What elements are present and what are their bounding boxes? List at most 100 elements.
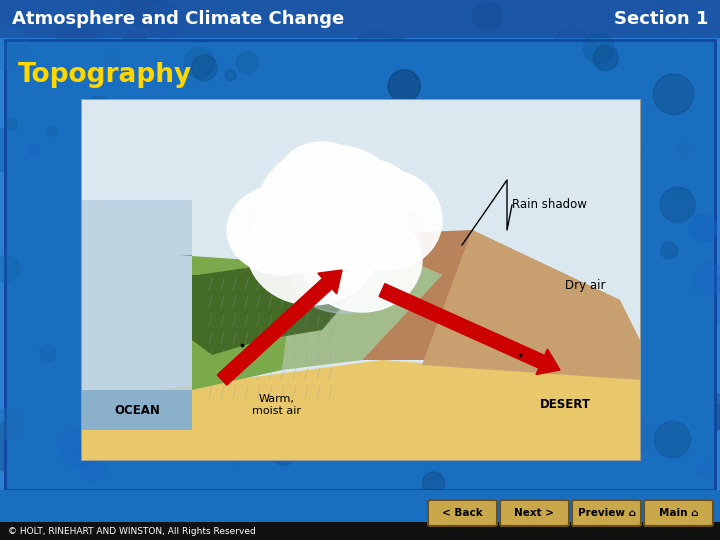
Circle shape bbox=[281, 271, 297, 287]
Circle shape bbox=[194, 364, 234, 404]
Circle shape bbox=[121, 0, 167, 28]
Circle shape bbox=[81, 97, 114, 130]
Ellipse shape bbox=[332, 160, 412, 230]
Circle shape bbox=[600, 376, 647, 423]
Circle shape bbox=[116, 513, 148, 540]
Circle shape bbox=[688, 276, 720, 325]
Bar bbox=[0, 0, 720, 38]
Circle shape bbox=[336, 516, 369, 540]
Circle shape bbox=[9, 456, 52, 499]
Circle shape bbox=[361, 253, 411, 302]
Circle shape bbox=[54, 218, 68, 232]
Circle shape bbox=[118, 145, 165, 191]
Circle shape bbox=[554, 298, 600, 344]
Circle shape bbox=[215, 426, 246, 456]
Circle shape bbox=[661, 242, 678, 259]
Circle shape bbox=[192, 171, 212, 190]
Polygon shape bbox=[192, 260, 352, 355]
Circle shape bbox=[510, 240, 530, 259]
Circle shape bbox=[553, 28, 590, 64]
Circle shape bbox=[60, 427, 99, 467]
Circle shape bbox=[197, 75, 214, 91]
Text: DESERT: DESERT bbox=[539, 399, 590, 411]
Ellipse shape bbox=[342, 203, 422, 267]
Circle shape bbox=[635, 400, 659, 424]
Circle shape bbox=[569, 527, 594, 540]
Circle shape bbox=[45, 430, 97, 481]
Circle shape bbox=[323, 103, 360, 140]
Circle shape bbox=[161, 239, 194, 273]
Circle shape bbox=[0, 422, 35, 471]
Circle shape bbox=[594, 109, 618, 133]
Circle shape bbox=[573, 361, 599, 387]
Circle shape bbox=[161, 281, 192, 311]
Text: Atmosphere and Climate Change: Atmosphere and Climate Change bbox=[12, 10, 344, 28]
Circle shape bbox=[426, 289, 449, 313]
Text: Main ⌂: Main ⌂ bbox=[659, 508, 698, 518]
Circle shape bbox=[197, 387, 218, 407]
Circle shape bbox=[145, 369, 156, 380]
Circle shape bbox=[215, 184, 257, 226]
Circle shape bbox=[462, 256, 475, 270]
Circle shape bbox=[57, 17, 95, 55]
Circle shape bbox=[122, 32, 148, 59]
Circle shape bbox=[381, 105, 400, 124]
Circle shape bbox=[332, 151, 343, 163]
Circle shape bbox=[653, 74, 694, 114]
Polygon shape bbox=[177, 255, 322, 390]
Circle shape bbox=[504, 453, 557, 505]
Circle shape bbox=[513, 350, 550, 387]
Circle shape bbox=[344, 112, 397, 165]
Circle shape bbox=[184, 48, 214, 78]
Circle shape bbox=[464, 386, 504, 427]
Circle shape bbox=[460, 166, 478, 184]
Circle shape bbox=[686, 519, 711, 540]
Circle shape bbox=[392, 517, 436, 540]
Circle shape bbox=[534, 415, 567, 448]
Circle shape bbox=[549, 224, 575, 251]
Circle shape bbox=[585, 158, 603, 177]
Circle shape bbox=[243, 60, 256, 74]
Ellipse shape bbox=[332, 170, 442, 270]
Circle shape bbox=[415, 259, 430, 274]
Circle shape bbox=[194, 123, 211, 139]
Text: Preview ⌂: Preview ⌂ bbox=[577, 508, 636, 518]
Circle shape bbox=[690, 215, 717, 242]
Circle shape bbox=[192, 55, 217, 80]
Circle shape bbox=[6, 119, 17, 130]
Circle shape bbox=[102, 316, 120, 333]
Circle shape bbox=[423, 472, 444, 494]
Circle shape bbox=[660, 187, 696, 222]
Text: Topography: Topography bbox=[18, 62, 192, 88]
Circle shape bbox=[610, 139, 641, 170]
Circle shape bbox=[200, 304, 230, 334]
Circle shape bbox=[84, 138, 109, 163]
Ellipse shape bbox=[250, 190, 334, 260]
Circle shape bbox=[83, 246, 104, 268]
Text: < Back: < Back bbox=[442, 508, 483, 518]
Circle shape bbox=[40, 346, 56, 363]
Circle shape bbox=[471, 49, 505, 83]
Circle shape bbox=[24, 180, 60, 216]
Circle shape bbox=[505, 231, 537, 264]
Circle shape bbox=[603, 14, 623, 33]
Circle shape bbox=[378, 38, 420, 79]
Circle shape bbox=[557, 401, 598, 441]
Text: © HOLT, RINEHART AND WINSTON, All Rights Reserved: © HOLT, RINEHART AND WINSTON, All Rights… bbox=[8, 526, 256, 536]
Circle shape bbox=[388, 70, 420, 102]
Circle shape bbox=[14, 303, 60, 351]
Circle shape bbox=[593, 45, 618, 71]
Circle shape bbox=[654, 421, 690, 458]
Circle shape bbox=[660, 39, 710, 89]
Circle shape bbox=[369, 148, 409, 188]
Circle shape bbox=[392, 71, 442, 120]
Circle shape bbox=[624, 465, 659, 500]
Circle shape bbox=[19, 113, 45, 138]
Circle shape bbox=[270, 438, 297, 465]
Circle shape bbox=[319, 350, 359, 390]
Circle shape bbox=[483, 104, 510, 131]
Circle shape bbox=[515, 407, 532, 423]
Circle shape bbox=[91, 78, 130, 116]
Bar bbox=[82, 100, 640, 460]
Circle shape bbox=[404, 218, 418, 232]
